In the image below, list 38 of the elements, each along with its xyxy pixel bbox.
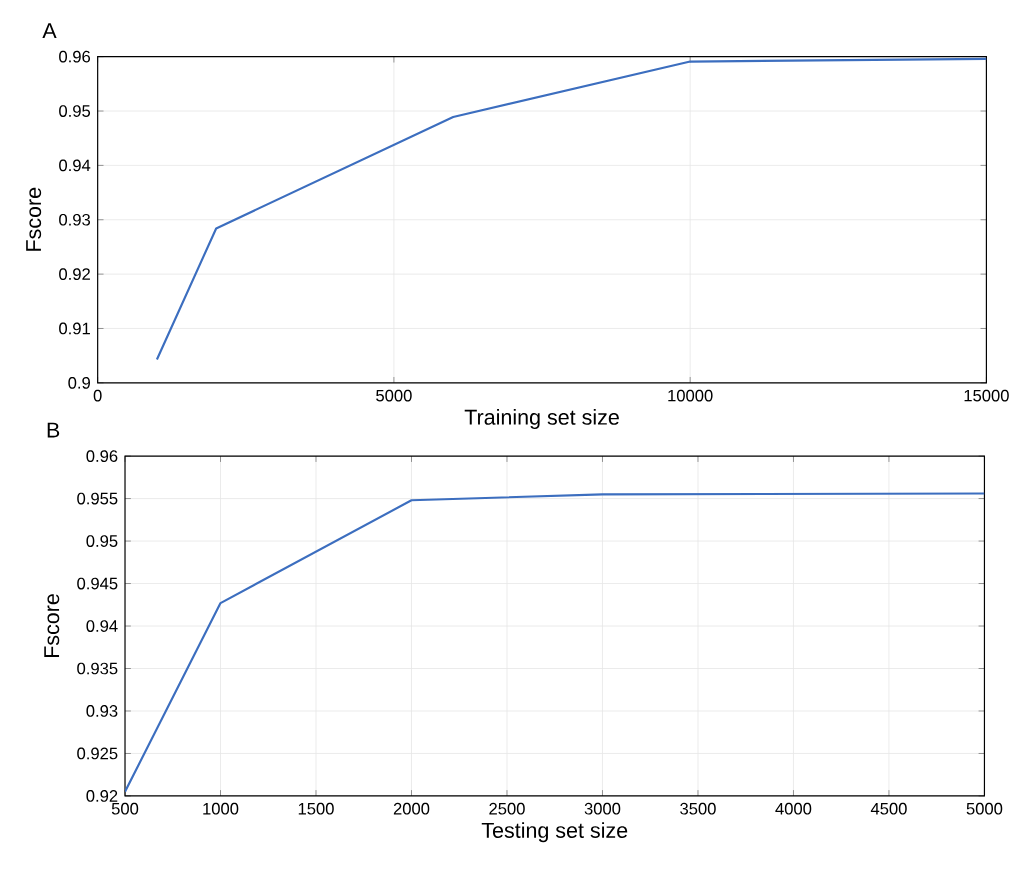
x-tick-label: 4000 [775,802,812,815]
y-tick-label: 0.94 [86,620,118,632]
x-axis-title: Training set size [464,408,619,429]
chart-title: A [42,23,57,38]
y-tick-label: 0.925 [77,747,118,760]
y-tick-label: 0.95 [59,105,91,117]
x-tick-label: 5000 [966,802,1003,815]
y-tick-label: 0.955 [77,492,118,505]
line-series [155,57,987,361]
y-tick-label: 0.91 [59,322,90,335]
y-axis-title: Fscore [44,594,60,657]
x-tick-label: 1500 [298,802,334,815]
chart-title: B [47,422,60,438]
y-tick-label: 0.93 [59,213,91,226]
y-tick-label: 0.92 [59,268,90,280]
line-series [125,492,985,793]
y-tick-label: 0.95 [86,535,118,547]
x-tick-label: 0 [93,389,102,402]
x-tick-label: 4500 [870,802,907,815]
x-tick-label: 3000 [584,802,621,815]
y-tick-label: 0.935 [77,662,118,675]
x-tick-label: 2000 [393,802,430,815]
y-tick-label: 0.94 [59,159,91,172]
y-tick-label: 0.9 [68,376,90,389]
x-tick-label: 2500 [489,802,525,815]
x-tick-label: 1000 [203,802,239,815]
y-axis-title: Fscore [26,187,42,251]
x-tick-label: 15000 [964,389,1009,402]
x-tick-label: 10000 [668,389,713,402]
x-axis-title: Testing set size [481,822,628,843]
y-tick-label: 0.945 [77,577,118,590]
y-tick-label: 0.92 [86,790,118,802]
y-tick-label: 0.96 [86,450,118,462]
x-tick-label: 5000 [376,389,412,402]
x-tick-label: 3500 [680,802,716,815]
y-tick-label: 0.93 [86,705,118,717]
y-tick-label: 0.96 [59,50,91,63]
x-tick-label: 500 [111,802,139,815]
